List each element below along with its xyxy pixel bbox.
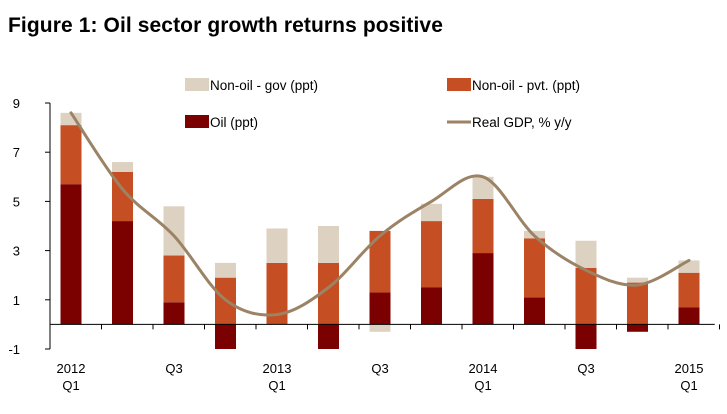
bar-non-oil-pvt — [421, 221, 442, 288]
legend-label: Real GDP, % y/y — [472, 115, 572, 130]
bar-non-oil-gov — [472, 176, 494, 199]
gdp-line-series — [69, 111, 691, 317]
bar-non-oil-gov — [215, 262, 236, 278]
bar-non-oil-gov — [575, 240, 597, 268]
bar-non-oil-pvt — [472, 198, 494, 254]
x-tick-label: 2012 Q1 — [57, 361, 86, 393]
y-tick-label: -1 — [8, 342, 20, 357]
x-tick-label: Q3 — [577, 361, 594, 376]
bar-oil — [215, 324, 236, 349]
bar-non-oil-pvt — [60, 125, 82, 185]
legend-item-gdp: Real GDP, % y/y — [447, 115, 572, 130]
bar-oil — [524, 297, 545, 325]
x-tick-label: 2013 Q1 — [263, 361, 292, 393]
bar-non-oil-gov — [678, 260, 700, 273]
x-tick-label: Q3 — [165, 361, 182, 376]
x-tick-label: Q3 — [371, 361, 388, 376]
bar-oil — [575, 324, 597, 349]
legend-item-non-oil-pvt: Non-oil - pvt. (ppt) — [447, 78, 580, 93]
legend-swatch — [185, 78, 209, 91]
y-tick-label: 1 — [13, 293, 20, 308]
bar-non-oil-pvt — [318, 262, 339, 325]
bar-non-oil-pvt — [575, 267, 597, 325]
bar-oil — [421, 287, 442, 325]
bar-oil — [369, 292, 391, 325]
y-tick-label: 7 — [13, 145, 20, 160]
legend-swatch — [447, 78, 471, 91]
bar-non-oil-gov — [112, 162, 133, 172]
bar-non-oil-gov — [266, 228, 288, 263]
legend-label: Non-oil - gov (ppt) — [210, 78, 318, 93]
x-tick-label: 2014 Q1 — [469, 361, 498, 393]
legend-item-oil: Oil (ppt) — [185, 115, 258, 130]
chart-legend: Non-oil - gov (ppt) Non-oil - pvt. (ppt) O… — [185, 78, 580, 130]
x-tick-label: 2015 Q1 — [675, 361, 704, 393]
y-tick-label: 9 — [13, 96, 20, 111]
y-tick-label: 3 — [13, 244, 20, 259]
bar-non-oil-pvt — [627, 282, 648, 325]
bar-non-oil-pvt — [163, 255, 185, 303]
bar-oil — [472, 253, 494, 325]
bar-non-oil-gov — [318, 226, 339, 263]
y-tick-label: 5 — [13, 194, 20, 209]
chart-title: Figure 1: Oil sector growth returns posi… — [8, 14, 443, 37]
zero-axis — [49, 323, 720, 330]
bar-series — [60, 112, 700, 349]
bar-non-oil-pvt — [266, 262, 288, 325]
bar-oil — [627, 324, 648, 332]
legend-item-non-oil-gov: Non-oil - gov (ppt) — [185, 78, 318, 93]
gdp-line — [69, 111, 691, 317]
bar-oil — [60, 184, 82, 325]
bar-oil — [678, 307, 700, 325]
bar-oil — [318, 324, 339, 349]
bar-non-oil-pvt — [369, 230, 391, 293]
bar-non-oil-gov — [163, 206, 185, 256]
bar-non-oil-pvt — [524, 238, 545, 298]
bar-non-oil-gov — [421, 203, 442, 222]
bar-oil — [112, 221, 133, 325]
bar-non-oil-gov — [369, 324, 391, 332]
bar-non-oil-pvt — [678, 272, 700, 308]
y-axis: -1 1 3 5 7 9 — [8, 96, 51, 357]
legend-swatch — [185, 115, 209, 128]
legend-label: Non-oil - pvt. (ppt) — [472, 78, 580, 93]
x-axis-labels: 2012 Q1 Q3 2013 Q1 Q3 2014 Q1 Q3 2015 Q1 — [57, 361, 704, 393]
bar-non-oil-gov — [627, 277, 648, 283]
bar-oil — [163, 302, 185, 325]
legend-label: Oil (ppt) — [210, 115, 258, 130]
